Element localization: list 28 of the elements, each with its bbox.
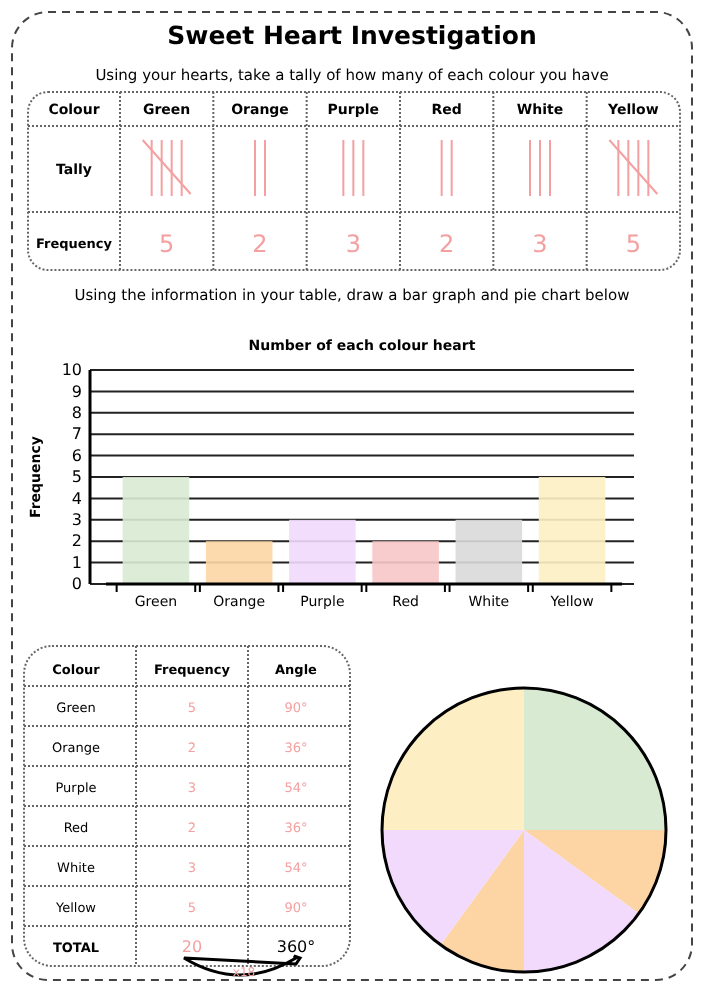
- data-label: 3: [532, 230, 548, 258]
- text: Sweet Heart Investigation: [167, 20, 537, 50]
- y-tick-label: 5: [71, 468, 82, 487]
- y-tick-label: 9: [71, 382, 82, 401]
- y-tick-label: 7: [71, 425, 82, 444]
- data-label: 2: [439, 230, 455, 258]
- pie-slice: [382, 688, 524, 830]
- text: 360°: [276, 938, 316, 956]
- bar: [455, 519, 523, 584]
- bar: [372, 541, 439, 584]
- data-label: 5: [159, 230, 175, 258]
- data-label: 5: [625, 230, 641, 258]
- text: 20: [181, 938, 203, 956]
- data-label: 2: [252, 230, 268, 258]
- bar: [289, 519, 356, 584]
- y-tick-label: 0: [71, 575, 82, 594]
- data-label: 3: [345, 230, 361, 258]
- bar: [122, 477, 190, 584]
- bar: [205, 541, 273, 584]
- y-tick-label: 4: [71, 489, 82, 508]
- y-tick-label: 1: [71, 553, 82, 572]
- bar: [538, 477, 606, 584]
- y-tick-label: 3: [71, 510, 82, 529]
- y-tick-label: 8: [71, 403, 82, 422]
- y-tick-label: 2: [71, 532, 82, 551]
- y-tick-label: 10: [61, 361, 82, 380]
- pie-slice: [524, 688, 666, 830]
- y-tick-label: 6: [71, 446, 82, 465]
